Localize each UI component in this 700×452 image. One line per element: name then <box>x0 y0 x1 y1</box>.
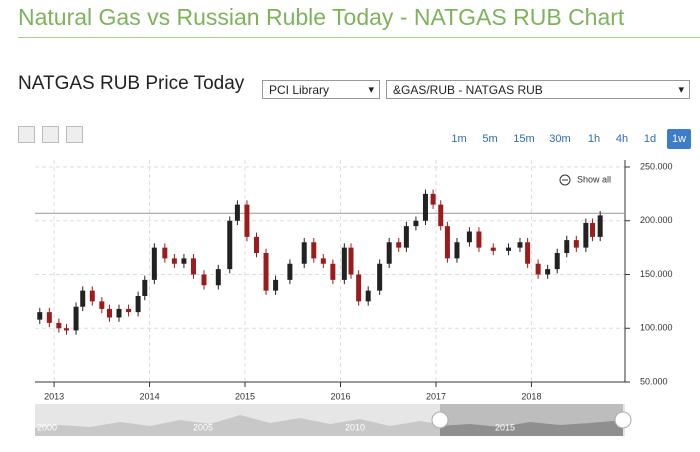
candle-body <box>564 240 570 253</box>
candle-body <box>330 263 336 280</box>
x-tick-label: 2016 <box>330 391 350 401</box>
timeframe-button[interactable]: 30m <box>549 133 571 145</box>
candle-body <box>356 274 362 302</box>
zoom-icon[interactable] <box>559 174 571 186</box>
y-tick-label: 250.000 <box>640 161 673 171</box>
candle-body <box>386 242 392 264</box>
timeframe-button[interactable]: 4h <box>615 133 629 145</box>
candle-body <box>320 258 326 264</box>
candle-body <box>135 296 141 313</box>
candle-body <box>490 247 496 251</box>
y-tick-label: 150.000 <box>640 269 673 279</box>
y-tick-label: 50.000 <box>640 376 668 386</box>
library-select[interactable]: PCI Library <box>262 80 380 100</box>
candle-body <box>56 322 62 329</box>
candle-body <box>181 258 187 264</box>
candle-body <box>64 328 70 331</box>
candle-body <box>517 242 523 248</box>
navigator-label: 2015 <box>495 422 515 432</box>
subtitle: NATGAS RUB Price Today <box>18 73 245 94</box>
x-tick-label: 2013 <box>44 391 64 401</box>
candle-body <box>201 274 207 286</box>
candle-body <box>162 247 168 259</box>
timeframe-button[interactable]: 15m <box>513 133 535 145</box>
candle-body <box>244 204 250 237</box>
navigator-handle[interactable] <box>614 411 632 429</box>
candle-body <box>116 308 122 318</box>
candle-body <box>89 290 95 302</box>
candle-body <box>46 312 52 323</box>
candle-body <box>99 301 105 309</box>
candle-body <box>377 263 383 291</box>
timeframe-button[interactable]: 1h <box>587 133 601 145</box>
candle-body <box>106 308 112 318</box>
candle-body <box>171 258 177 264</box>
candle-body <box>535 263 541 275</box>
candle-body <box>142 279 148 296</box>
candle-tool[interactable] <box>42 126 59 143</box>
candle-body <box>573 240 579 248</box>
candle-body <box>215 269 221 286</box>
candle-body <box>583 222 589 248</box>
timeframe-button[interactable]: 1w <box>667 129 691 149</box>
candle-body <box>554 253 560 270</box>
candle-body <box>263 253 269 291</box>
x-tick-label: 2017 <box>426 391 446 401</box>
candle-body <box>444 226 450 259</box>
navigator-handle[interactable] <box>431 411 449 429</box>
candle-body <box>234 204 240 221</box>
candle-body <box>597 215 603 237</box>
candle-body <box>227 220 233 270</box>
candle-body <box>151 247 157 280</box>
timeframe-button[interactable]: 1d <box>643 133 657 145</box>
candle-body <box>301 242 307 264</box>
line-tool[interactable] <box>18 126 35 143</box>
candle-body <box>73 306 79 331</box>
navigator-area <box>35 415 440 436</box>
candle-body <box>413 220 419 227</box>
candle-body <box>422 193 428 221</box>
candle-body <box>545 269 551 275</box>
candle-body <box>348 247 354 275</box>
candle-body <box>590 222 596 237</box>
candle-body <box>438 204 444 227</box>
candle-body <box>525 242 531 264</box>
timeframe-button[interactable]: 1m <box>451 133 467 145</box>
candle-body <box>311 242 317 259</box>
timeframe-button[interactable]: 5m <box>482 133 498 145</box>
navigator-label: 2005 <box>193 422 213 432</box>
x-tick-label: 2018 <box>521 391 541 401</box>
x-tick-label: 2015 <box>235 391 255 401</box>
candle-body <box>454 242 460 259</box>
candle-body <box>466 231 472 243</box>
y-tick-label: 100.000 <box>640 323 673 333</box>
title-rule <box>18 37 700 38</box>
navigator-selected-area <box>440 420 623 436</box>
navigator-label: 2010 <box>345 422 365 432</box>
candle-body <box>430 193 436 205</box>
candle-body <box>273 279 279 291</box>
candle-body <box>80 290 86 307</box>
candle-body <box>403 226 409 248</box>
instrument-select[interactable]: &GAS/RUB - NATGAS RUB <box>386 80 690 100</box>
candle-body <box>506 247 512 251</box>
candle-body <box>126 308 132 313</box>
candle-body <box>253 236 259 253</box>
page-title: Natural Gas vs Russian Ruble Today - NAT… <box>18 4 625 30</box>
candle-body <box>365 290 371 302</box>
show-all[interactable]: Show all <box>577 174 611 184</box>
navigator-label: 2000 <box>37 422 57 432</box>
candle-body <box>190 258 196 275</box>
indicator-tool[interactable] <box>66 126 83 143</box>
candle-body <box>287 263 293 280</box>
x-tick-label: 2014 <box>140 391 160 401</box>
candle-body <box>396 242 402 248</box>
y-tick-label: 200.000 <box>640 215 673 225</box>
candle-body <box>476 231 482 248</box>
candle-body <box>341 247 347 280</box>
candle-body <box>37 312 43 320</box>
